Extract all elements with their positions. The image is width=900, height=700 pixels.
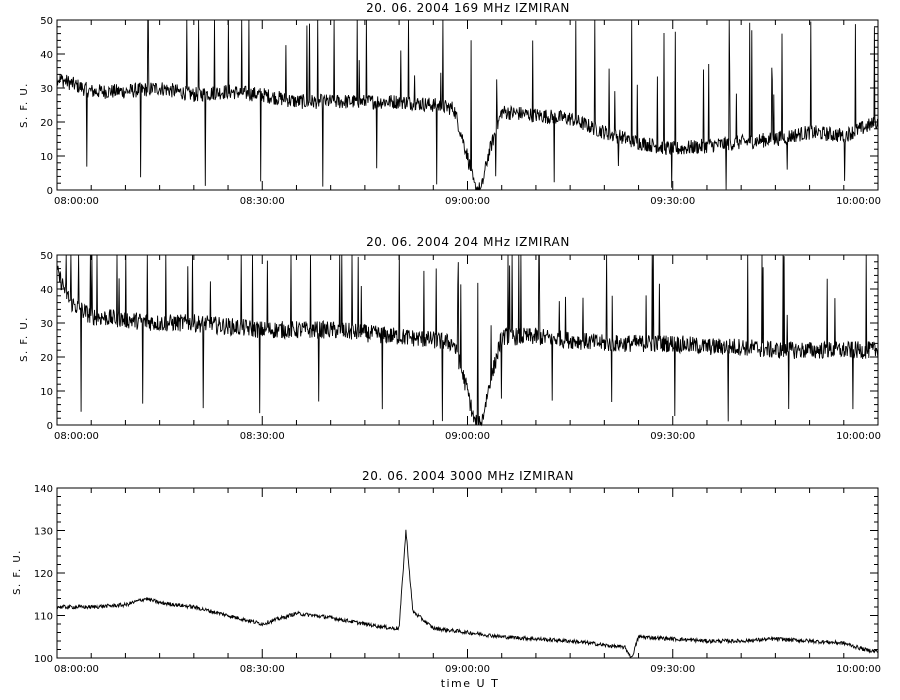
x-tick-label: 10:00:00 — [836, 431, 881, 442]
x-tick-label: 08:30:00 — [240, 664, 285, 675]
series-line — [56, 19, 879, 191]
x-tick-label: 09:30:00 — [650, 431, 695, 442]
y-tick-label: 140 — [34, 484, 53, 495]
x-tick-label: 08:30:00 — [240, 431, 285, 442]
x-tick-label: 08:30:00 — [240, 196, 285, 207]
x-tick-label: 09:00:00 — [445, 196, 490, 207]
y-tick-label: 40 — [40, 50, 53, 61]
y-tick-label: 120 — [34, 569, 53, 580]
x-tick-labels: 08:00:00 08:30:00 09:00:00 09:30:00 10:00:00 — [54, 431, 881, 442]
y-tick-label: 50 — [40, 16, 53, 27]
y-tick-label: 110 — [34, 612, 53, 623]
x-tick-label: 08:00:00 — [54, 664, 99, 675]
x-tick-label: 08:00:00 — [54, 196, 99, 207]
y-tick-label: 0 — [47, 186, 53, 197]
y-tick-label: 50 — [40, 251, 53, 262]
y-tick-label: 10 — [40, 152, 53, 163]
y-tick-label: 30 — [40, 319, 53, 330]
x-tick-labels: 08:00:00 08:30:00 09:00:00 09:30:00 10:00:00 — [54, 196, 881, 207]
y-tick-label: 20 — [40, 353, 53, 364]
series-line — [56, 529, 879, 658]
chart-title: 20. 06. 2004 169 MHz IZMIRAN — [366, 1, 570, 15]
plot-frame — [56, 19, 879, 191]
series — [56, 254, 879, 427]
y-tick-label: 130 — [34, 527, 53, 538]
plot-frame — [56, 487, 879, 659]
y-tick-label: 40 — [40, 285, 53, 296]
x-tick-label: 10:00:00 — [836, 664, 881, 675]
series — [56, 529, 879, 658]
panel-169mhz: 20. 06. 2004 169 MHz IZMIRAN S. F. U. 0 1… — [19, 1, 881, 207]
y-tick-label: 100 — [34, 654, 53, 665]
x-tick-labels: 08:00:00 08:30:00 09:00:00 09:30:00 10:00:00 — [54, 664, 881, 675]
x-tick-label: 10:00:00 — [836, 196, 881, 207]
x-tick-label: 09:30:00 — [650, 196, 695, 207]
series — [56, 19, 879, 191]
x-tick-label: 08:00:00 — [54, 431, 99, 442]
axis-ticks — [56, 487, 879, 659]
x-tick-label: 09:00:00 — [445, 664, 490, 675]
axis-ticks — [56, 19, 879, 191]
panel-204mhz: 20. 06. 2004 204 MHz IZMIRAN S. F. U. 0 1… — [19, 235, 881, 442]
y-tick-labels: 0 10 20 30 40 50 — [40, 16, 53, 197]
panel-3000mhz: 20. 06. 2004 3000 MHz IZMIRAN S. F. U. 1… — [12, 469, 881, 690]
y-tick-label: 20 — [40, 118, 53, 129]
x-axis-label: time U T — [441, 677, 500, 690]
y-tick-labels: 100 110 120 130 140 — [34, 484, 53, 665]
x-tick-label: 09:30:00 — [650, 664, 695, 675]
y-tick-label: 30 — [40, 84, 53, 95]
series-line — [56, 254, 879, 427]
chart-title: 20. 06. 2004 3000 MHz IZMIRAN — [362, 469, 574, 483]
y-axis-label: S. F. U. — [12, 549, 23, 595]
y-axis-label: S. F. U. — [19, 82, 30, 128]
y-tick-label: 0 — [47, 421, 53, 432]
y-axis-label: S. F. U. — [19, 316, 30, 362]
plot-frame — [56, 254, 879, 426]
axis-ticks — [56, 254, 879, 426]
x-tick-label: 09:00:00 — [445, 431, 490, 442]
chart-title: 20. 06. 2004 204 MHz IZMIRAN — [366, 235, 570, 249]
y-tick-labels: 0 10 20 30 40 50 — [40, 251, 53, 432]
y-tick-label: 10 — [40, 387, 53, 398]
